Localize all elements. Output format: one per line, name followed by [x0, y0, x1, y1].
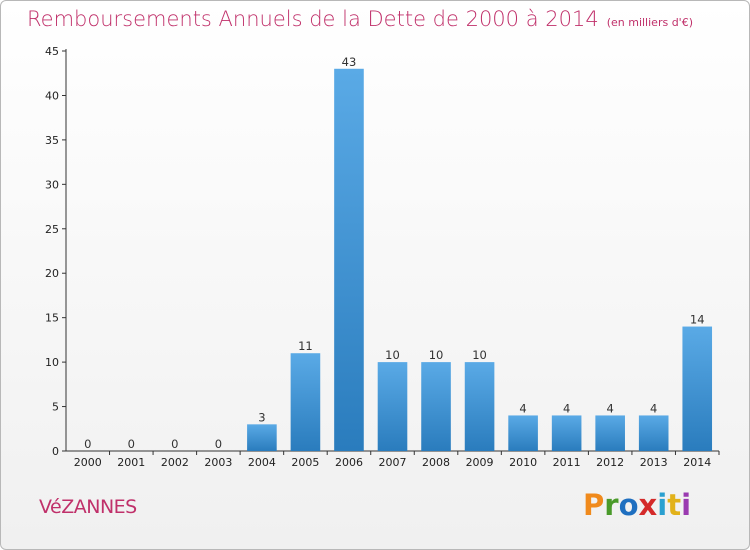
- logo-letter: x: [638, 488, 658, 522]
- x-tick-label: 2011: [553, 456, 581, 469]
- bar-2008: [421, 362, 451, 451]
- data-label-2007: 10: [385, 348, 400, 362]
- y-tick-label: 40: [45, 89, 59, 102]
- logo-letter: r: [604, 488, 619, 522]
- bar-2009: [464, 362, 495, 451]
- x-tick-label: 2004: [248, 456, 276, 469]
- y-tick-label: 30: [45, 178, 59, 191]
- data-label-2010: 4: [519, 401, 526, 415]
- y-tick-label: 15: [45, 312, 59, 325]
- y-tick-label: 5: [52, 401, 59, 414]
- x-tick-label: 2014: [683, 456, 711, 469]
- data-label-2011: 4: [563, 401, 570, 415]
- logo-letter: P: [583, 488, 605, 522]
- data-label-2014: 14: [690, 313, 705, 327]
- y-tick-label: 0: [52, 445, 59, 458]
- x-tick-label: 2001: [117, 456, 145, 469]
- data-label-2001: 0: [128, 437, 135, 451]
- x-tick-label: 2009: [466, 456, 494, 469]
- y-tick-label: 25: [45, 223, 59, 236]
- chart-title-unit: (en milliers d'€): [606, 16, 693, 29]
- data-label-2000: 0: [84, 437, 91, 451]
- logo-letter: i: [657, 488, 668, 522]
- x-tick-label: 2012: [596, 456, 624, 469]
- bar-2011: [551, 415, 582, 451]
- commune-name: VéZANNES: [39, 496, 137, 518]
- logo-letter: o: [618, 488, 639, 522]
- bar-2010: [508, 415, 538, 451]
- x-tick-label: 2006: [335, 456, 363, 469]
- data-label-2004: 3: [258, 410, 265, 424]
- bar-2006: [334, 68, 364, 452]
- x-tick-label: 2002: [161, 456, 189, 469]
- data-label-2002: 0: [171, 437, 178, 451]
- data-label-2003: 0: [215, 437, 222, 451]
- chart-title-main: Remboursements Annuels de la Dette de 20…: [27, 7, 599, 31]
- data-label-2009: 10: [472, 348, 487, 362]
- bar-2004: [247, 424, 277, 451]
- bar-2012: [595, 415, 625, 451]
- x-tick-label: 2008: [422, 456, 450, 469]
- bar-2005: [290, 353, 321, 451]
- bars: [247, 68, 713, 452]
- data-label-2006: 43: [342, 55, 357, 69]
- y-tick-label: 45: [45, 45, 59, 58]
- x-tick-label: 2003: [204, 456, 232, 469]
- data-label-2013: 4: [650, 401, 657, 415]
- data-label-2008: 10: [429, 348, 444, 362]
- y-tick-label: 10: [45, 356, 59, 369]
- x-tick-label: 2000: [74, 456, 102, 469]
- x-tick-label: 2013: [640, 456, 668, 469]
- x-tick-label: 2005: [291, 456, 319, 469]
- bar-2014: [682, 326, 713, 451]
- bar-2007: [377, 362, 408, 451]
- y-tick-label: 20: [45, 267, 59, 280]
- logo-letter: t: [667, 488, 682, 522]
- data-labels: 0 0 0 0 3 11 43 10 10 10 4 4 4 4 14: [84, 55, 704, 451]
- x-axis: 2000 2001 2002 2003 2004 2005 2006 2007 2008 2009…: [66, 450, 720, 469]
- chart-title: Remboursements Annuels de la Dette de 20…: [27, 7, 693, 31]
- bar-2013: [638, 415, 669, 451]
- y-tick-label: 35: [45, 134, 59, 147]
- proxiti-logo[interactable]: Proxiti: [583, 488, 691, 522]
- logo-letter: i: [681, 488, 692, 522]
- y-axis: 0 5 10 15 20 25 30 35 40 45: [45, 45, 67, 458]
- x-tick-label: 2010: [509, 456, 537, 469]
- data-label-2012: 4: [607, 401, 614, 415]
- data-label-2005: 11: [298, 339, 313, 353]
- x-tick-label: 2007: [379, 456, 407, 469]
